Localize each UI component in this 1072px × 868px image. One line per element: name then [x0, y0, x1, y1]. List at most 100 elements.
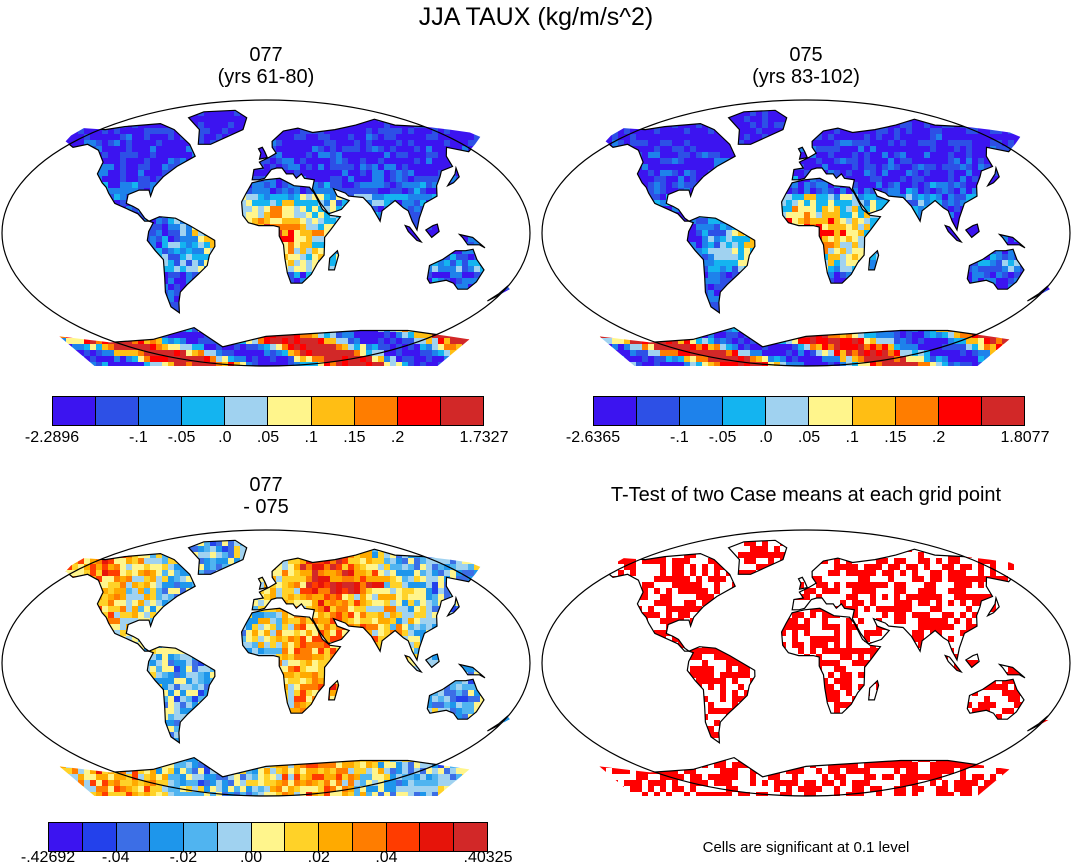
- colorbar-label: .02: [307, 849, 330, 866]
- colorbar-box: [139, 397, 183, 425]
- colorbar-label: .2: [931, 429, 946, 446]
- colorbar-box: [285, 823, 320, 851]
- panel-4-ttest-title: T-Test of two Case means at each grid po…: [610, 484, 1002, 506]
- coastline-europe-asia: [251, 548, 482, 662]
- panel-1-colorbar: [52, 396, 484, 426]
- colorbar-box: [311, 397, 355, 425]
- colorbar-box: [225, 397, 269, 425]
- colorbar-label: -2.2896: [24, 429, 80, 446]
- colorbar-box: [386, 823, 421, 851]
- colorbar-box: [82, 823, 117, 851]
- coastline-sumatra: [943, 654, 963, 674]
- coastline-uk: [797, 146, 809, 160]
- coastline-new-guinea: [997, 663, 1026, 679]
- colorbar-box: [96, 397, 140, 425]
- panel-2-case: 075: [789, 44, 823, 66]
- colorbar-box: [182, 397, 226, 425]
- colorbar-label: .15: [343, 429, 366, 446]
- colorbar-box: [184, 823, 218, 851]
- colorbar-label: .0: [218, 429, 232, 446]
- colorbar-box: [352, 823, 387, 851]
- coastline-south-america: [686, 646, 756, 744]
- coastline-sumatra: [943, 224, 963, 244]
- coastline-north-america: [64, 122, 196, 222]
- coastline-madagascar: [868, 679, 880, 701]
- colorbar-box: [251, 823, 286, 851]
- globe-outline: [1, 99, 531, 367]
- panel-4-map: [541, 529, 1071, 797]
- coastline-greenland: [187, 539, 248, 575]
- globe-outline: [1, 529, 531, 797]
- panel-3-case: 077: [249, 474, 283, 496]
- coastline-uk: [797, 576, 809, 590]
- colorbar-label: .40325: [463, 849, 513, 866]
- coastline-madagascar: [328, 249, 340, 271]
- coastline-uk: [257, 576, 269, 590]
- colorbar-box: [938, 397, 982, 425]
- colorbar-label: -2.6365: [565, 429, 621, 446]
- coastline-japan: [446, 165, 460, 188]
- colorbar-box: [895, 397, 939, 425]
- colorbar-box: [680, 397, 724, 425]
- coastline-greenland: [187, 109, 248, 145]
- coastline-madagascar: [868, 249, 880, 271]
- colorbar-box: [53, 397, 97, 425]
- coastline-borneo: [424, 653, 440, 669]
- colorbar-box: [319, 823, 353, 851]
- panel-2-map: [541, 99, 1071, 367]
- colorbar-label: -.42692: [20, 849, 76, 866]
- coastline-north-america: [604, 122, 736, 222]
- globe-outline: [541, 529, 1071, 797]
- panel-4-title: T-Test of two Case means at each grid po…: [540, 484, 1072, 506]
- coastline-new-guinea: [457, 663, 486, 679]
- colorbar-box: [723, 397, 767, 425]
- colorbar-box: [397, 397, 441, 425]
- coastline-north-america: [64, 552, 196, 652]
- coastline-europe-asia: [251, 118, 482, 232]
- panel-1-title: 077 (yrs 61-80): [0, 44, 532, 88]
- panel-2-colorbar-labels: -2.6365 -.1 -.05 .0 .05 .1 .15 .2 1.8077: [566, 428, 1050, 448]
- coastline-sumatra: [403, 654, 423, 674]
- panel-3-map: [1, 529, 531, 797]
- coastline-australia: [426, 678, 485, 720]
- colorbar-box: [217, 823, 252, 851]
- colorbar-box: [268, 397, 312, 425]
- colorbar-label: .05: [256, 429, 280, 446]
- colorbar-label: .15: [884, 429, 907, 446]
- globe-outline: [541, 99, 1071, 367]
- colorbar-label: -.02: [169, 849, 198, 866]
- panel-3-colorbar-labels: -.42692 -.04 -.02 .00 .02 .04 .40325: [21, 848, 513, 868]
- colorbar-box: [454, 823, 487, 851]
- coastline-uk: [257, 146, 269, 160]
- colorbar-label: 1.7327: [459, 429, 509, 446]
- coastline-borneo: [964, 653, 980, 669]
- colorbar-label: -.04: [101, 849, 130, 866]
- coastline-japan: [446, 595, 460, 618]
- coastline-greenland: [727, 109, 788, 145]
- coastline-africa: [240, 177, 342, 284]
- coastline-north-america: [604, 552, 736, 652]
- colorbar-label: .05: [797, 429, 821, 446]
- colorbar-box: [49, 823, 83, 851]
- panel-2-colorbar: [593, 396, 1025, 426]
- panel-3-colorbar: [48, 822, 488, 852]
- coastline-borneo: [964, 223, 980, 239]
- colorbar-label: -.1: [670, 429, 689, 446]
- coastline-south-america: [686, 216, 756, 314]
- coastline-south-america: [146, 646, 216, 744]
- coastline-japan: [986, 595, 1000, 618]
- coastline-europe-asia: [791, 548, 1022, 662]
- colorbar-box: [594, 397, 638, 425]
- panel-3-difference: - 075: [243, 496, 289, 518]
- colorbar-label: -.05: [708, 429, 737, 446]
- colorbar-box: [354, 397, 398, 425]
- coastline-new-guinea: [457, 233, 486, 249]
- colorbar-box: [420, 823, 455, 851]
- colorbar-box: [981, 397, 1024, 425]
- colorbar-box: [150, 823, 185, 851]
- colorbar-label: .04: [375, 849, 398, 866]
- panel-1-years: (yrs 61-80): [217, 66, 315, 88]
- colorbar-box: [116, 823, 151, 851]
- colorbar-label: .2: [390, 429, 405, 446]
- colorbar-label: .1: [845, 429, 859, 446]
